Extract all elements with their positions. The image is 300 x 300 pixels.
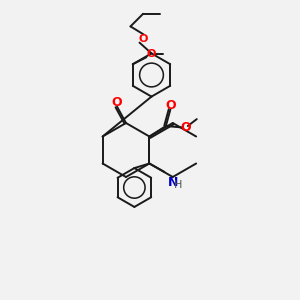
Text: O: O	[180, 121, 191, 134]
Text: H: H	[174, 180, 182, 190]
Text: O: O	[165, 99, 176, 112]
Text: O: O	[146, 49, 155, 59]
Text: N: N	[168, 176, 178, 189]
Text: O: O	[138, 34, 148, 44]
Text: O: O	[111, 96, 122, 110]
